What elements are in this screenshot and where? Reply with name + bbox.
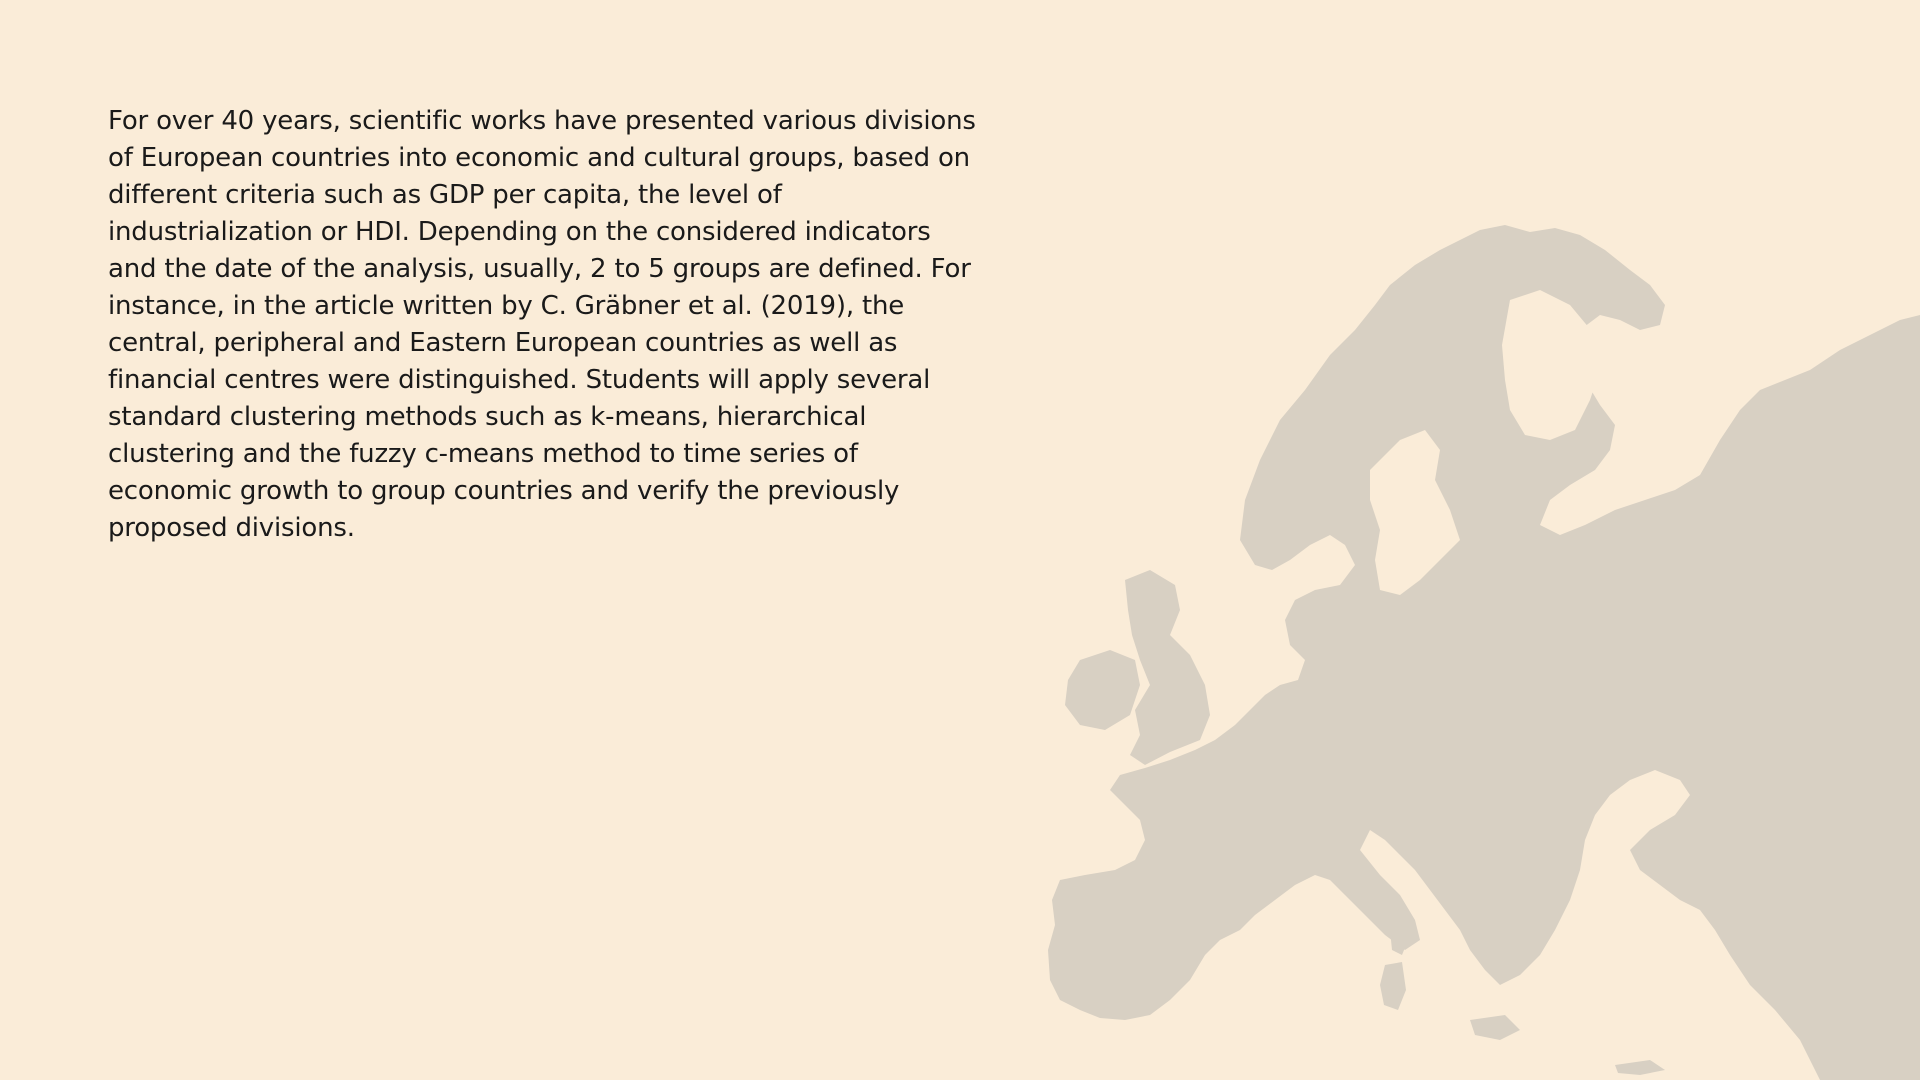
great-britain-shape [1125, 570, 1210, 765]
europe-map-illustration [1040, 140, 1920, 1080]
finland-shape [1502, 290, 1600, 440]
corsica-shape [1390, 925, 1408, 955]
scandinavia-mainland-shape [1048, 225, 1920, 1080]
description-paragraph: For over 40 years, scientific works have… [108, 106, 976, 543]
baltic-sea-shape [1370, 430, 1460, 595]
sardinia-shape [1380, 962, 1406, 1010]
ireland-shape [1065, 650, 1140, 730]
crete-shape [1615, 1060, 1665, 1075]
sicily-shape [1470, 1015, 1520, 1040]
